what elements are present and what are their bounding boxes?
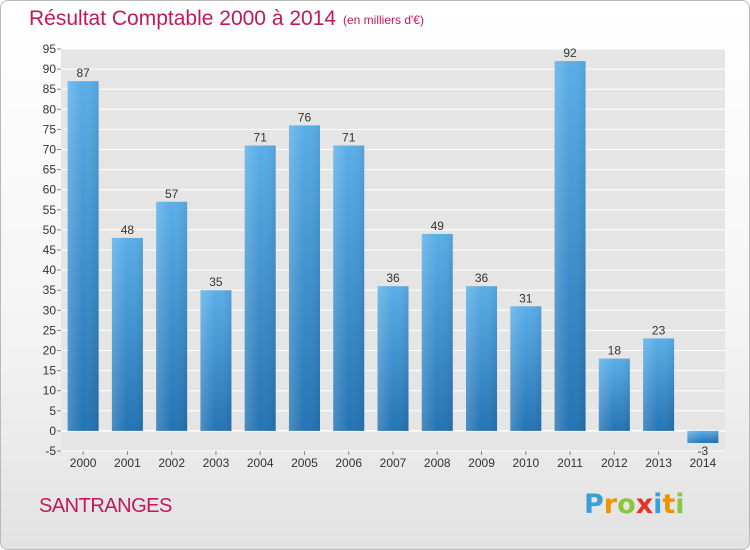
bar-shine-2014 — [687, 430, 719, 443]
x-tick-label-2004: 2004 — [247, 456, 274, 470]
y-tick-label: 40 — [43, 263, 57, 277]
logo-letter: i — [675, 489, 685, 520]
y-tick-label: 80 — [43, 102, 57, 116]
x-tick-label-2002: 2002 — [158, 456, 185, 470]
y-tick-label: 10 — [43, 384, 57, 398]
chart-subtitle: (en milliers d'€) — [343, 13, 424, 27]
value-label-2001: 48 — [121, 223, 135, 237]
x-tick-label-2010: 2010 — [512, 456, 539, 470]
y-tick-label: 35 — [43, 283, 57, 297]
x-tick-label-2013: 2013 — [645, 456, 672, 470]
bar-shine-2002 — [156, 201, 188, 431]
y-tick-label: 85 — [43, 82, 57, 96]
value-label-2012: 18 — [608, 344, 622, 358]
y-tick-label: 60 — [43, 183, 57, 197]
y-tick-label: -5 — [45, 444, 56, 458]
y-tick-label: 65 — [43, 163, 57, 177]
x-tick-label-2008: 2008 — [424, 456, 451, 470]
bar-shine-2000 — [67, 81, 99, 431]
x-tick-label-2005: 2005 — [291, 456, 318, 470]
y-tick-label: 70 — [43, 143, 57, 157]
logo-letter: r — [603, 489, 618, 520]
y-tick-label: 30 — [43, 303, 57, 317]
bar-shine-2012 — [598, 358, 630, 431]
proxiti-logo: Proxiti — [584, 489, 685, 520]
y-tick-label: 25 — [43, 323, 57, 337]
logo-letter: P — [584, 489, 604, 520]
value-label-2008: 49 — [431, 219, 445, 233]
x-tick-label-2007: 2007 — [380, 456, 407, 470]
x-tick-label-2003: 2003 — [203, 456, 230, 470]
logo-letter: t — [662, 489, 676, 520]
y-tick-label: 50 — [43, 223, 57, 237]
x-tick-label-2011: 2011 — [557, 456, 583, 470]
bar-shine-2007 — [377, 286, 409, 431]
commune-name: SANTRANGES — [39, 495, 172, 517]
x-tick-label-2014: 2014 — [690, 456, 717, 470]
bar-shine-2011 — [554, 61, 586, 431]
value-label-2010: 31 — [519, 291, 533, 305]
logo-letter: o — [617, 489, 636, 520]
logo-letter: x — [635, 489, 654, 520]
value-label-2013: 23 — [652, 323, 666, 337]
value-label-2011: 92 — [563, 46, 577, 60]
y-tick-label: 90 — [43, 62, 57, 76]
value-label-2000: 87 — [76, 66, 90, 80]
bar-shine-2003 — [200, 290, 232, 431]
bar-shine-2010 — [510, 306, 542, 431]
bar-shine-2001 — [111, 237, 143, 431]
bar-shine-2009 — [466, 286, 498, 431]
y-tick-label: 5 — [49, 404, 56, 418]
value-label-2007: 36 — [386, 271, 400, 285]
value-label-2002: 57 — [165, 187, 179, 201]
x-tick-label-2000: 2000 — [70, 456, 97, 470]
value-label-2009: 36 — [475, 271, 489, 285]
x-tick-label-2012: 2012 — [601, 456, 628, 470]
value-label-2004: 71 — [254, 130, 268, 144]
y-tick-label: 75 — [43, 122, 57, 136]
bar-shine-2013 — [643, 338, 675, 431]
logo-letter: i — [653, 489, 663, 520]
value-label-2006: 71 — [342, 130, 356, 144]
value-label-2005: 76 — [298, 110, 312, 124]
y-tick-label: 45 — [43, 243, 57, 257]
x-tick-label-2009: 2009 — [468, 456, 495, 470]
bar-shine-2004 — [244, 145, 276, 431]
value-label-2003: 35 — [209, 275, 223, 289]
y-tick-label: 0 — [49, 424, 56, 438]
value-label-2014: -3 — [698, 444, 709, 458]
y-tick-label: 20 — [43, 344, 57, 358]
chart-title: Résultat Comptable 2000 à 2014 — [29, 7, 337, 30]
x-tick-label-2006: 2006 — [335, 456, 362, 470]
y-tick-label: 55 — [43, 203, 57, 217]
bar-shine-2006 — [333, 145, 365, 431]
y-tick-label: 15 — [43, 364, 57, 378]
y-tick-label: 95 — [43, 42, 57, 56]
bar-shine-2005 — [288, 125, 320, 431]
bar-shine-2008 — [421, 233, 453, 431]
x-tick-label-2001: 2001 — [114, 456, 141, 470]
